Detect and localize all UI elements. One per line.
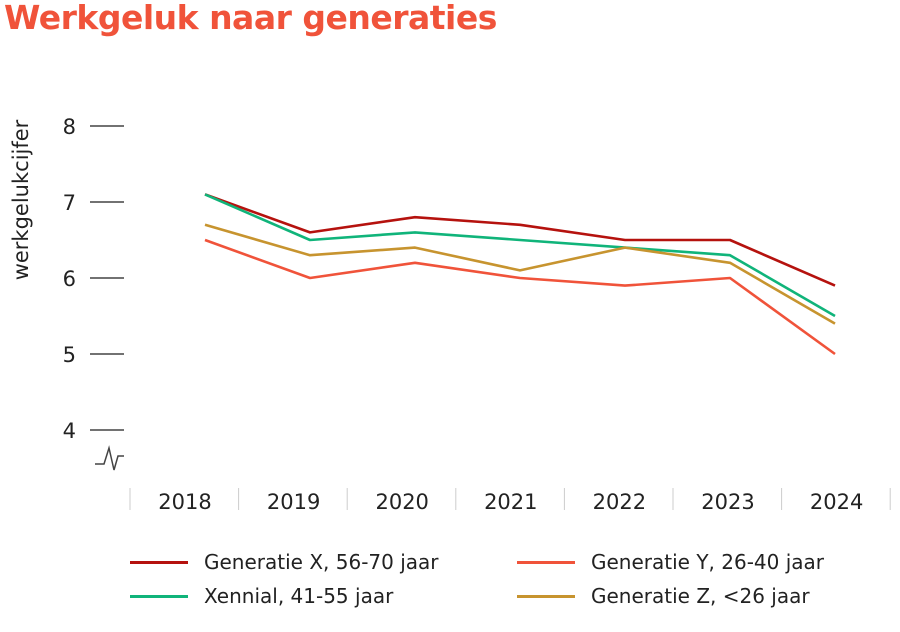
- y-tick-label: 8: [63, 115, 76, 139]
- legend-swatch: [517, 594, 575, 598]
- x-tick-label: 2021: [484, 490, 537, 514]
- legend-swatch: [130, 560, 188, 564]
- y-axis-label: werkgelukcijfer: [9, 119, 33, 280]
- chart-title: Werkgeluk naar generaties: [4, 0, 497, 37]
- legend-swatch: [130, 594, 188, 598]
- legend-item: Xennial, 41-55 jaar: [130, 584, 393, 608]
- x-tick-label: 2018: [158, 490, 211, 514]
- y-tick-label: 7: [63, 191, 76, 215]
- legend-swatch: [517, 560, 575, 564]
- axis-break-icon: [95, 445, 124, 471]
- y-tick-label: 5: [63, 343, 76, 367]
- legend-item: Generatie X, 56-70 jaar: [130, 550, 439, 574]
- legend-item: Generatie Y, 26-40 jaar: [517, 550, 824, 574]
- legend-label: Generatie X, 56-70 jaar: [204, 550, 439, 574]
- legend-label: Xennial, 41-55 jaar: [204, 584, 394, 608]
- x-tick-label: 2020: [375, 490, 428, 514]
- series-line: [204, 238, 836, 356]
- x-tick-label: 2019: [267, 490, 320, 514]
- y-tick-label: 4: [63, 419, 76, 443]
- x-tick-label: 2024: [810, 490, 863, 514]
- series-line: [204, 193, 836, 318]
- legend-item: Generatie Z, <26 jaar: [517, 584, 810, 608]
- x-tick-label: 2022: [593, 490, 646, 514]
- x-tick-label: 2023: [701, 490, 754, 514]
- legend-label: Generatie Y, 26-40 jaar: [591, 550, 825, 574]
- legend-label: Generatie Z, <26 jaar: [591, 584, 810, 608]
- y-tick-label: 6: [63, 267, 76, 291]
